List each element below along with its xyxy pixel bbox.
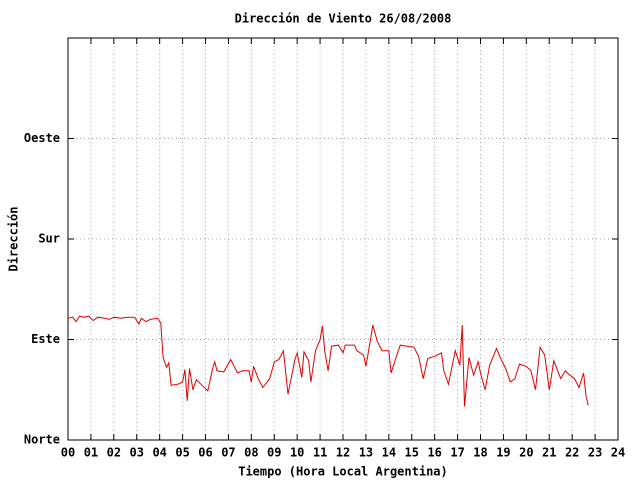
x-tick-label: 05 <box>175 446 189 460</box>
y-tick-label: Norte <box>24 433 60 447</box>
x-tick-label: 02 <box>107 446 121 460</box>
data-line <box>67 315 589 407</box>
x-tick-label: 19 <box>496 446 510 460</box>
x-tick-label: 09 <box>267 446 281 460</box>
x-tick-label: 13 <box>359 446 373 460</box>
y-tick-label: Sur <box>38 232 60 246</box>
x-tick-label: 14 <box>382 446 396 460</box>
x-tick-label: 06 <box>198 446 212 460</box>
x-tick-label: 03 <box>130 446 144 460</box>
x-tick-label: 12 <box>336 446 350 460</box>
x-tick-label: 24 <box>611 446 625 460</box>
x-tick-label: 22 <box>565 446 579 460</box>
x-tick-label: 17 <box>450 446 464 460</box>
x-tick-label: 18 <box>473 446 487 460</box>
y-axis-label: Dirección <box>7 206 21 271</box>
x-axis-label: Tiempo (Hora Local Argentina) <box>238 465 448 479</box>
y-tick-label: Oeste <box>24 131 60 145</box>
x-tick-label: 08 <box>244 446 258 460</box>
x-tick-label: 11 <box>313 446 327 460</box>
plot-frame <box>67 37 619 441</box>
chart-title: Dirección de Viento 26/08/2008 <box>235 12 452 26</box>
x-tick-label: 01 <box>84 446 98 460</box>
x-tick-label: 21 <box>542 446 556 460</box>
x-tick-label: 07 <box>221 446 235 460</box>
x-tick-label: 04 <box>152 446 166 460</box>
y-tick-label: Este <box>31 332 60 346</box>
x-tick-label: 20 <box>519 446 533 460</box>
x-tick-label: 16 <box>427 446 441 460</box>
x-tick-label: 10 <box>290 446 304 460</box>
x-tick-label: 00 <box>61 446 75 460</box>
x-tick-label: 23 <box>588 446 602 460</box>
x-tick-label: 15 <box>405 446 419 460</box>
